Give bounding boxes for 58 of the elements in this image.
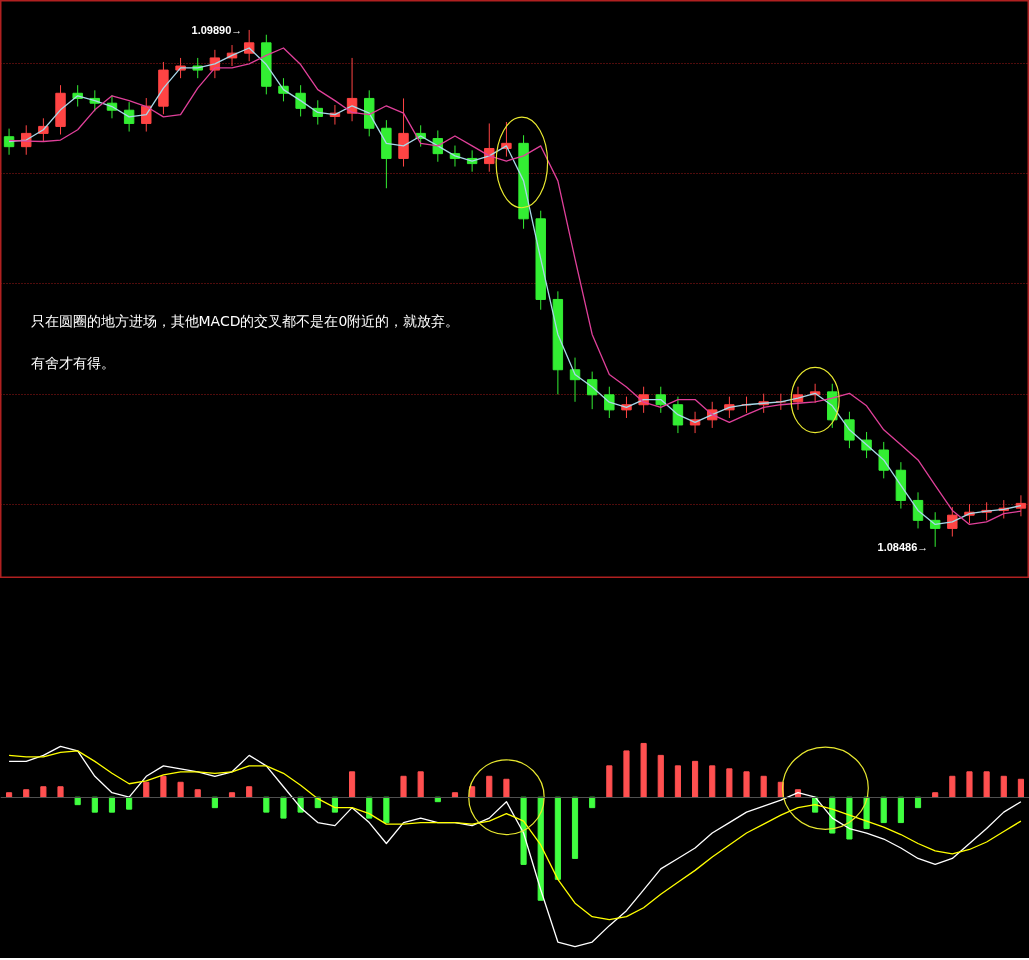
bar <box>228 792 236 798</box>
candlestick <box>672 396 684 434</box>
bar <box>932 792 939 798</box>
candlestick <box>1015 494 1027 517</box>
candlestick <box>586 371 598 410</box>
bar <box>40 786 47 798</box>
bar <box>160 775 167 798</box>
bar <box>520 796 527 865</box>
candlestick <box>604 386 615 419</box>
bar <box>383 796 390 824</box>
bar <box>451 792 459 798</box>
bar <box>1000 775 1007 798</box>
candlestick <box>295 84 306 117</box>
bar <box>571 796 579 859</box>
bar <box>1017 778 1024 798</box>
bar <box>760 775 767 798</box>
candlestick <box>844 411 855 449</box>
bar <box>554 796 561 880</box>
annotation: 有舍才有得。 <box>30 354 115 371</box>
bar <box>966 771 973 798</box>
bar <box>846 796 853 840</box>
bar <box>606 765 613 798</box>
bar <box>23 789 30 798</box>
bar <box>74 796 81 806</box>
bar <box>486 775 493 798</box>
bar <box>143 781 150 798</box>
bar <box>263 796 270 813</box>
bar <box>108 796 116 813</box>
bar <box>246 786 253 798</box>
bar <box>126 796 133 810</box>
bar <box>949 775 956 798</box>
bar <box>623 750 630 798</box>
bar <box>897 796 904 824</box>
bar <box>400 775 407 798</box>
bar <box>640 742 647 798</box>
bar <box>194 789 201 798</box>
bar <box>709 765 716 798</box>
bar <box>674 765 681 798</box>
annotation: 1.09890→ <box>191 23 243 36</box>
bar <box>880 796 887 824</box>
bar <box>726 768 733 798</box>
bar <box>983 771 990 798</box>
bar <box>91 796 98 813</box>
annotation: 1.08486→ <box>877 540 929 553</box>
bar <box>863 796 870 830</box>
bar <box>417 771 424 798</box>
bar <box>57 786 64 798</box>
bar <box>349 771 356 798</box>
bar <box>503 778 510 798</box>
bar <box>280 796 287 819</box>
bar <box>743 771 750 798</box>
annotation: 只在圆圈的地方进场，其他MACD的交叉都不是在0附近的，就放弃。 <box>30 312 460 329</box>
bar <box>6 792 13 798</box>
bar <box>692 760 699 798</box>
candlestick <box>947 506 958 538</box>
bar <box>657 754 664 798</box>
bar <box>177 781 184 798</box>
candlestick <box>878 441 889 479</box>
